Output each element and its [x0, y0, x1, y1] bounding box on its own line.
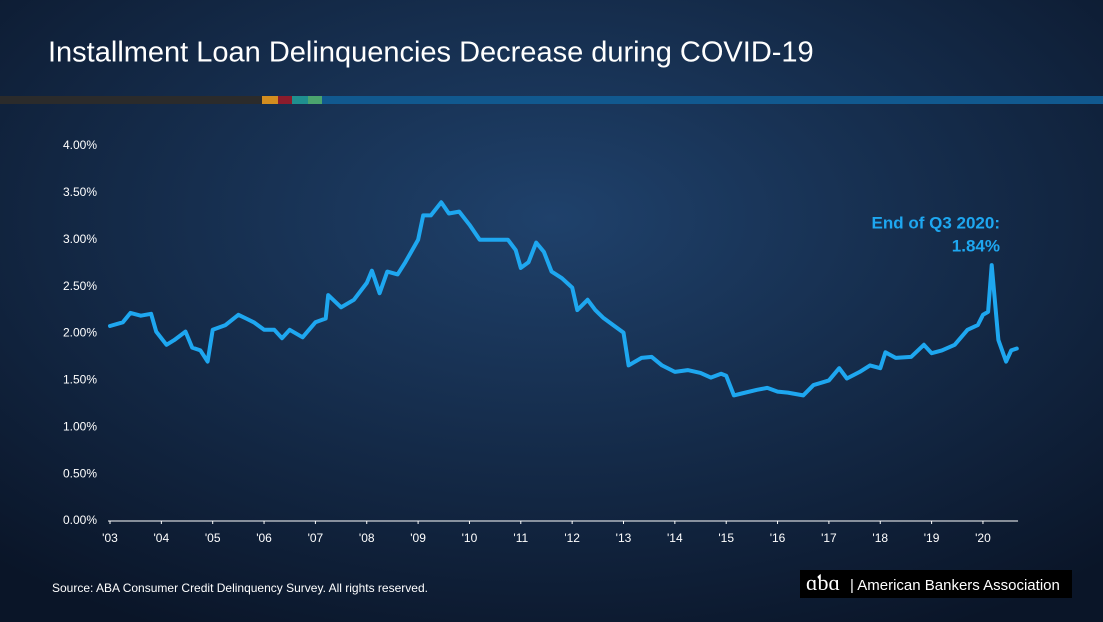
- x-tick-label: '06: [256, 531, 272, 545]
- data-line: [108, 200, 1019, 398]
- x-tick-label: '20: [975, 531, 991, 545]
- x-tick-label: '09: [410, 531, 426, 545]
- annotation: 1.84%: [952, 236, 1000, 255]
- logo-background: [800, 570, 1072, 598]
- logo-text: | American Bankers Association: [850, 577, 1060, 594]
- x-tick-label: '04: [154, 531, 170, 545]
- x-tick-label: '16: [770, 531, 786, 545]
- y-tick-label: 3.00%: [63, 232, 97, 246]
- x-tick-label: '07: [308, 531, 324, 545]
- y-tick-label: 4.00%: [63, 138, 97, 152]
- y-tick-label: 2.50%: [63, 279, 97, 293]
- x-tick-label: '11: [513, 531, 528, 545]
- y-tick-label: 1.50%: [63, 373, 97, 387]
- x-tick-label: '03: [102, 531, 118, 545]
- x-tick-label: '12: [564, 531, 580, 545]
- y-tick-label: 0.00%: [63, 513, 97, 527]
- x-tick-label: '10: [462, 531, 478, 545]
- y-tick-label: 3.50%: [63, 185, 97, 199]
- title-bar: [0, 96, 1103, 104]
- annotation: End of Q3 2020:: [872, 213, 1000, 232]
- x-tick-label: '15: [718, 531, 734, 545]
- logo-mark: ɑƅɑ: [806, 570, 840, 595]
- x-tick-label: '17: [821, 531, 837, 545]
- x-tick-label: '13: [616, 531, 632, 545]
- y-tick-label: 0.50%: [63, 466, 97, 480]
- x-tick-label: '18: [872, 531, 888, 545]
- y-tick-label: 2.00%: [63, 326, 97, 340]
- x-tick-label: '05: [205, 531, 221, 545]
- chart-title: Installment Loan Delinquencies Decrease …: [48, 37, 814, 69]
- y-tick-label: 1.00%: [63, 419, 97, 433]
- source-note: Source: ABA Consumer Credit Delinquency …: [52, 581, 428, 595]
- x-tick-label: '14: [667, 531, 683, 545]
- x-tick-label: '19: [924, 531, 940, 545]
- x-tick-label: '08: [359, 531, 375, 545]
